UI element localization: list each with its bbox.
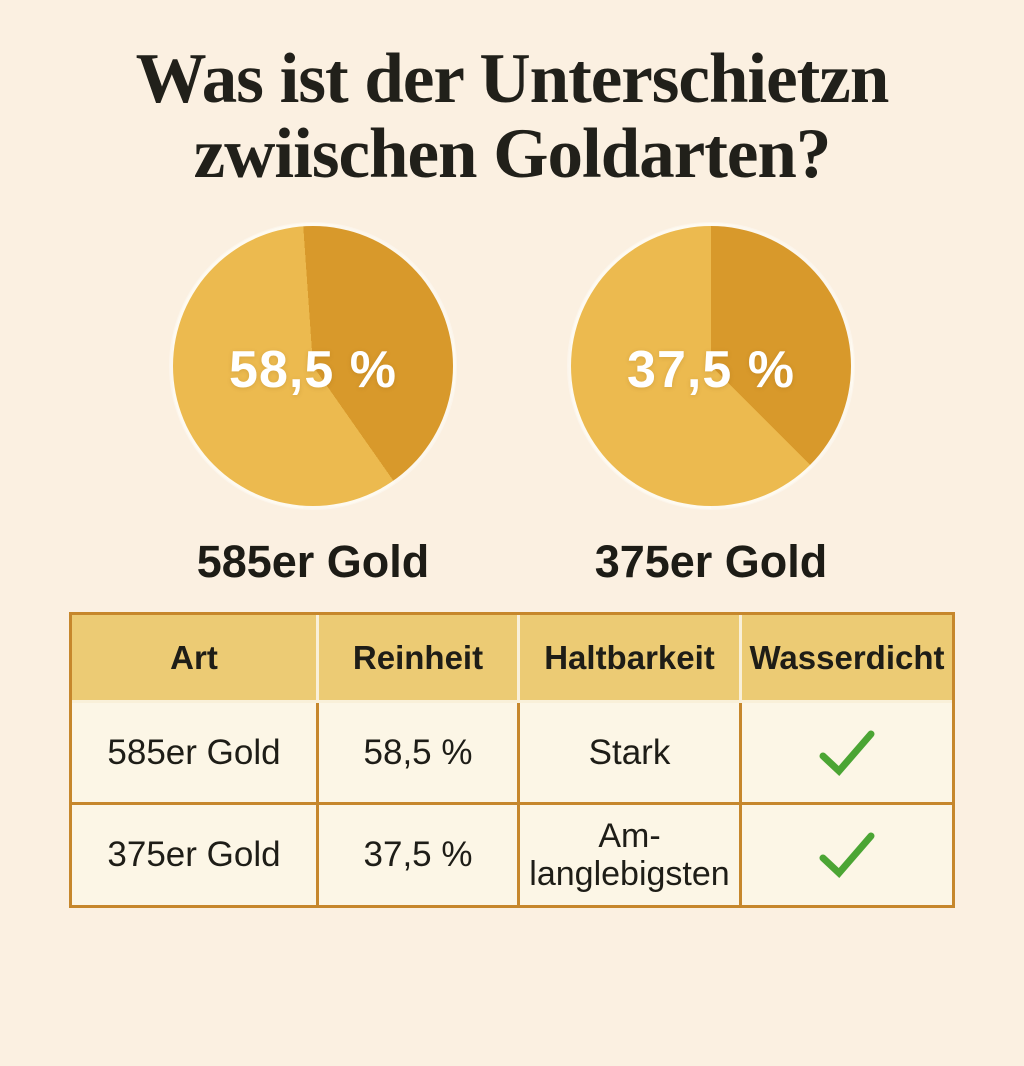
pie-block-585: 58,5 % 585er Gold — [142, 223, 484, 588]
comparison-table: Art Reinheit Haltbarkeit Wasserdicht 585… — [69, 612, 955, 909]
pie-chart-585: 58,5 % — [170, 223, 456, 510]
table-cell-art-375: 375er Gold — [72, 805, 319, 906]
table-cell-reinheit-585: 58,5 % — [319, 703, 520, 806]
table-cell-wasserdicht-585 — [742, 703, 952, 806]
table-header-art: Art — [72, 615, 319, 704]
table-cell-haltbarkeit-585: Stark — [520, 703, 742, 806]
pie-chart-375: 37,5 % — [568, 223, 854, 510]
table-cell-haltbarkeit-375: Am- langlebigsten — [520, 805, 742, 906]
table-header-reinheit: Reinheit — [319, 615, 520, 704]
page-title: Was ist der Unterschietzn zwiischen Gold… — [0, 42, 1024, 191]
pie-percent-label: 58,5 % — [229, 341, 397, 400]
table-header-haltbarkeit: Haltbarkeit — [520, 615, 742, 704]
pie-chart-section: 58,5 % 585er Gold 37,5 % 375er Gold — [0, 223, 1024, 588]
table-header-wasserdicht: Wasserdicht — [742, 615, 952, 704]
pie-caption-585: 585er Gold — [196, 536, 430, 588]
pie-caption-375: 375er Gold — [594, 536, 828, 588]
pie-percent-label: 37,5 % — [627, 341, 795, 400]
table-cell-art-585: 585er Gold — [72, 703, 319, 806]
table-cell-wasserdicht-375 — [742, 805, 952, 906]
page-title-line2: zwiischen Goldarten? — [193, 114, 832, 193]
check-icon — [819, 832, 875, 879]
table-cell-reinheit-375: 37,5 % — [319, 805, 520, 906]
page-title-line1: Was ist der Unterschietzn — [135, 40, 890, 118]
check-icon — [819, 730, 875, 776]
pie-block-375: 37,5 % 375er Gold — [540, 223, 882, 588]
